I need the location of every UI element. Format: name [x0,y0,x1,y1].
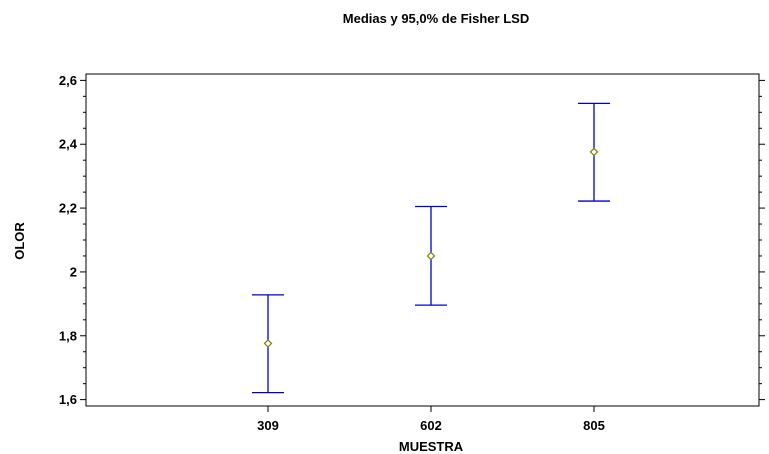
mean-marker [426,251,436,261]
x-tick-label: 805 [583,418,605,433]
y-tick-label: 1,6 [59,392,77,407]
plot-frame [85,73,760,407]
y-tick-label: 2,6 [59,73,77,88]
y-tick-label: 2,4 [59,137,78,152]
y-tick-label: 2,2 [59,201,77,216]
y-tick-label: 2 [70,264,77,279]
y-tick-label: 1,8 [59,328,77,343]
error-bars [252,102,610,394]
chart-title: Medias y 95,0% de Fisher LSD [343,11,529,26]
x-axis-label: MUESTRA [399,439,464,454]
mean-marker [589,147,599,157]
y-axis: 1,6 1,8 2 2,2 2,4 2,6 [59,73,765,407]
x-axis: 309 602 805 [257,406,605,433]
x-tick-label: 602 [420,418,442,433]
x-tick-label: 309 [257,418,279,433]
mean-marker [263,339,273,348]
y-axis-label: OLOR [12,222,27,260]
